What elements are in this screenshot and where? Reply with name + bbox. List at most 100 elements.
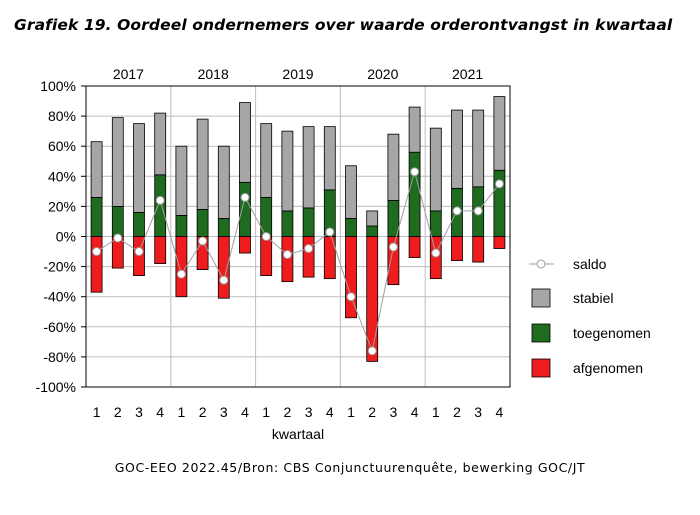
bar-toegenomen <box>90 196 103 237</box>
bar-afgenomen <box>408 236 421 258</box>
x-tick-label: 3 <box>220 404 228 420</box>
bar-stabiel <box>239 102 251 183</box>
saldo-point <box>240 192 250 202</box>
saldo-point <box>367 346 377 356</box>
x-tick-label: 3 <box>135 404 143 420</box>
plot-frame <box>85 85 511 388</box>
bar-stabiel <box>323 126 336 191</box>
saldo-point <box>155 195 165 205</box>
bar-afgenomen <box>260 236 273 277</box>
bar-stabiel <box>175 145 188 216</box>
bar-afgenomen <box>154 236 167 264</box>
y-tick-label: -80% <box>43 349 76 365</box>
legend-label-toegenomen: toegenomen <box>573 325 651 341</box>
bar-toegenomen <box>302 207 315 237</box>
y-tick-label: 20% <box>48 198 76 214</box>
legend-label-stabiel: stabiel <box>573 290 613 306</box>
bar-stabiel <box>90 141 103 198</box>
bar-afgenomen <box>451 236 463 261</box>
legend-saldo-marker <box>536 259 546 269</box>
bar-toegenomen <box>260 196 273 237</box>
x-tick-label: 4 <box>496 404 504 420</box>
bar-stabiel <box>260 123 273 198</box>
bar-toegenomen <box>239 181 251 237</box>
x-tick-label: 2 <box>453 404 461 420</box>
y-tick-label: 100% <box>40 78 76 94</box>
x-tick-label: 4 <box>241 404 249 420</box>
legend-swatch-afgenomen <box>531 358 551 378</box>
saldo-point <box>410 167 420 177</box>
x-tick-label: 4 <box>326 404 334 420</box>
bar-afgenomen <box>387 236 400 286</box>
bar-stabiel <box>133 123 145 213</box>
y-tick-label: -20% <box>43 259 76 275</box>
x-tick-label: 2 <box>199 404 207 420</box>
x-tick-label: 1 <box>262 404 270 420</box>
saldo-point <box>198 236 208 246</box>
y-tick-label: 60% <box>48 138 76 154</box>
y-tick-label: 0% <box>56 229 76 245</box>
x-tick-label: 3 <box>305 404 313 420</box>
x-tick-label: 2 <box>114 404 122 420</box>
bar-stabiel <box>302 126 315 209</box>
year-label: 2021 <box>452 66 483 82</box>
x-tick-label: 1 <box>432 404 440 420</box>
bar-afgenomen <box>345 236 357 319</box>
x-tick-label: 4 <box>411 404 419 420</box>
saldo-point <box>473 206 483 216</box>
bar-toegenomen <box>196 209 209 237</box>
x-tick-label: 2 <box>368 404 376 420</box>
y-tick-label: -40% <box>43 289 76 305</box>
bar-stabiel <box>111 117 124 207</box>
bar-stabiel <box>366 210 379 227</box>
x-axis-label: kwartaal <box>272 426 324 442</box>
bar-stabiel <box>217 145 230 219</box>
bar-toegenomen <box>366 225 379 237</box>
legend-label-afgenomen: afgenomen <box>573 360 643 376</box>
y-tick-label: 80% <box>48 108 76 124</box>
bar-stabiel <box>196 118 209 210</box>
saldo-point <box>452 206 462 216</box>
bar-stabiel <box>451 109 463 189</box>
saldo-point <box>282 250 292 260</box>
saldo-point <box>113 233 123 243</box>
bar-toegenomen <box>154 174 167 237</box>
year-label: 2020 <box>367 66 398 82</box>
bar-afgenomen <box>239 236 251 254</box>
axis-layer: -100% -80% -60% -40% -20% 0% 20% 40% 60% 80% 100% 2… <box>36 66 511 442</box>
saldo-point <box>304 244 314 254</box>
x-tick-label: 3 <box>390 404 398 420</box>
y-tick-label: -100% <box>36 379 76 395</box>
bar-stabiel <box>408 106 421 153</box>
saldo-point <box>176 269 186 279</box>
x-tick-label: 1 <box>93 404 101 420</box>
saldo-point <box>219 275 229 285</box>
source-note: GOC-EEO 2022.45/Bron: CBS Conjunctuurenq… <box>114 460 586 475</box>
x-tick-label: 1 <box>347 404 355 420</box>
bar-afgenomen <box>366 236 379 362</box>
bar-toegenomen <box>217 218 230 237</box>
year-label: 2019 <box>282 66 313 82</box>
bar-stabiel <box>429 127 442 212</box>
chart-title: Grafiek 19. Oordeel ondernemers over waa… <box>14 16 673 34</box>
legend-label-saldo: saldo <box>573 256 607 272</box>
bar-layer <box>90 96 506 362</box>
bar-afgenomen <box>323 236 336 280</box>
bar-afgenomen <box>493 236 506 249</box>
x-tick-label: 1 <box>178 404 186 420</box>
grid-layer <box>86 85 510 388</box>
y-tick-label: -60% <box>43 319 76 335</box>
bar-afgenomen <box>217 236 230 299</box>
bar-afgenomen <box>281 236 294 283</box>
saldo-point <box>134 247 144 257</box>
bar-stabiel <box>493 96 506 171</box>
bar-toegenomen <box>175 215 188 237</box>
saldo-line <box>96 169 500 353</box>
legend-swatch-stabiel <box>531 288 551 308</box>
year-label: 2017 <box>113 66 144 82</box>
bar-stabiel <box>472 109 485 188</box>
bar-afgenomen <box>90 236 103 293</box>
x-tick-label: 4 <box>156 404 164 420</box>
bar-toegenomen <box>281 210 294 237</box>
saldo-point <box>431 248 441 258</box>
